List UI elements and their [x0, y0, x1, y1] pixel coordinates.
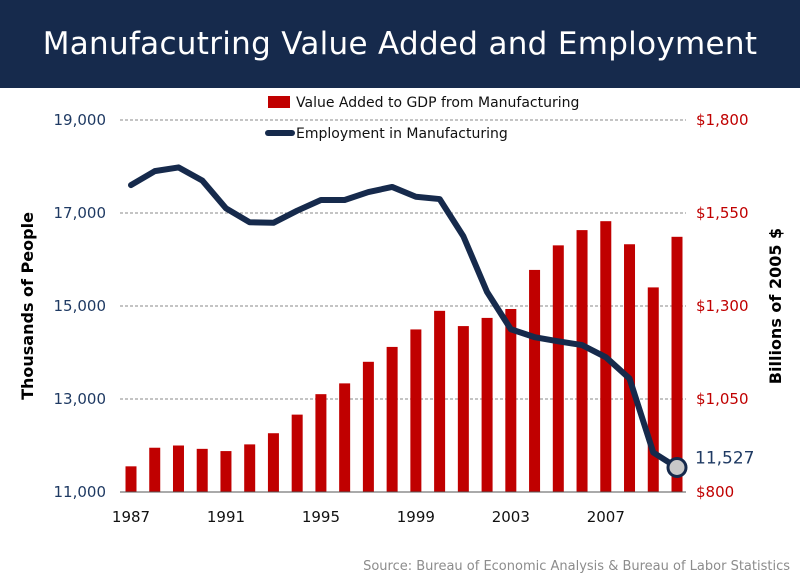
- bar: [125, 466, 137, 492]
- line-series: 11,527: [128, 164, 754, 478]
- left-tick-label: 11,000: [54, 483, 107, 501]
- x-tick-label: 1995: [302, 508, 340, 526]
- employment-line: [128, 164, 680, 471]
- left-tick-label: 17,000: [54, 204, 107, 222]
- gridlines: [120, 119, 686, 400]
- bar: [552, 245, 564, 492]
- right-tick-label: $1,300: [696, 297, 749, 315]
- x-tick-label: 2007: [587, 508, 625, 526]
- bar: [386, 346, 398, 492]
- right-tick-label: $1,800: [696, 111, 749, 129]
- left-tick-label: 13,000: [54, 390, 107, 408]
- bar: [505, 308, 517, 492]
- legend-line-label: Employment in Manufacturing: [296, 126, 508, 142]
- left-axis-title: Thousands of People: [18, 212, 37, 400]
- bar: [576, 230, 588, 492]
- right-tick-label: $1,050: [696, 390, 749, 408]
- left-tick-label: 19,000: [54, 111, 107, 129]
- bar: [457, 326, 469, 492]
- bar: [529, 269, 541, 492]
- bar: [244, 444, 256, 492]
- bar: [220, 451, 232, 492]
- bar: [671, 236, 683, 492]
- right-axis-title: Billions of 2005 $: [766, 228, 785, 384]
- chart-title: Manufacutring Value Added and Employment: [0, 0, 800, 88]
- bar: [624, 244, 636, 492]
- legend-bar-label: Value Added to GDP from Manufacturing: [296, 95, 579, 111]
- axes: 11,000 $800 13,000 $1,050 15,000 $1,300 17,000…: [18, 111, 785, 526]
- bar: [481, 317, 493, 492]
- bar: [315, 394, 327, 492]
- x-tick-label: 1991: [207, 508, 245, 526]
- bar-series: [125, 221, 683, 492]
- bar: [267, 433, 279, 492]
- bar: [339, 383, 351, 492]
- x-tick-label: 1987: [112, 508, 150, 526]
- right-tick-label: $800: [696, 483, 734, 501]
- last-point-label: 11,527: [695, 448, 754, 468]
- bar: [172, 445, 184, 492]
- bar: [647, 287, 659, 492]
- x-tick-label: 2003: [492, 508, 530, 526]
- last-point-marker: [666, 456, 688, 478]
- bar: [291, 414, 303, 492]
- legend-bar-swatch: [268, 96, 290, 108]
- legend: Value Added to GDP from Manufacturing Em…: [265, 95, 579, 142]
- right-tick-label: $1,550: [696, 204, 749, 222]
- left-tick-label: 15,000: [54, 297, 107, 315]
- bar: [196, 448, 208, 492]
- bar: [149, 447, 161, 492]
- bar: [362, 361, 374, 492]
- x-tick-label: 1999: [397, 508, 435, 526]
- source-note: Source: Bureau of Economic Analysis & Bu…: [363, 559, 790, 574]
- bar: [410, 329, 422, 492]
- bar: [434, 310, 446, 492]
